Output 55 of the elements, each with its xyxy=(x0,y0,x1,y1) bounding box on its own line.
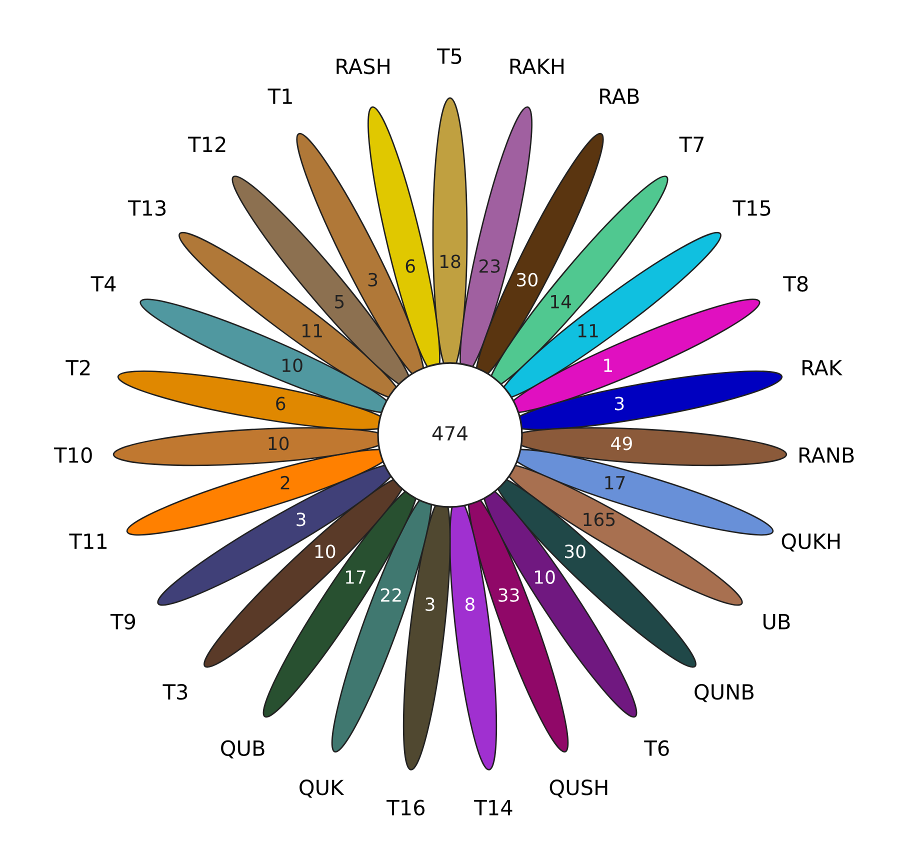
category-label: RANB xyxy=(800,447,854,463)
data-label: 10 xyxy=(535,570,555,584)
data-label: 49 xyxy=(611,436,632,450)
category-label: T3 xyxy=(162,684,188,700)
category-label: T2 xyxy=(66,360,90,376)
data-label: 3 xyxy=(368,272,378,287)
category-label: RASH xyxy=(336,58,390,74)
category-label: T14 xyxy=(474,800,512,816)
data-label: 17 xyxy=(605,476,625,490)
data-label: 8 xyxy=(465,597,474,612)
category-label: T9 xyxy=(110,614,136,630)
data-label: 5 xyxy=(335,295,344,308)
category-label: QUK xyxy=(300,780,344,798)
category-label: UB xyxy=(764,614,790,630)
category-label: T15 xyxy=(732,200,770,216)
category-label: T16 xyxy=(386,800,425,816)
data-label: 23 xyxy=(480,259,500,273)
data-label: 3 xyxy=(615,396,624,410)
category-label: RAK xyxy=(802,360,842,376)
data-label: 17 xyxy=(346,570,366,584)
data-label: 30 xyxy=(564,544,586,558)
data-label: 11 xyxy=(302,324,322,338)
data-label: 1 xyxy=(604,358,612,372)
data-label: 165 xyxy=(584,512,615,526)
data-label: 3 xyxy=(426,597,434,612)
data-label: 33 xyxy=(498,588,519,602)
category-label: QUSH xyxy=(550,780,608,798)
category-label: QUKH xyxy=(782,533,840,552)
data-label: 14 xyxy=(551,295,572,308)
data-label: 6 xyxy=(276,396,286,410)
data-label: 10 xyxy=(315,544,336,558)
category-label: T8 xyxy=(783,276,808,292)
category-label: T5 xyxy=(436,48,462,64)
data-label: 11 xyxy=(578,324,598,338)
category-label: T13 xyxy=(128,200,166,216)
category-label: QUB xyxy=(221,740,264,758)
data-label: 18 xyxy=(440,254,460,268)
data-label: 2 xyxy=(280,476,290,490)
category-label: T12 xyxy=(188,136,226,152)
category-label: RAKH xyxy=(510,58,564,74)
category-label: T11 xyxy=(69,534,107,549)
category-label: T6 xyxy=(644,740,669,756)
data-label: 30 xyxy=(517,272,538,287)
data-label: 6 xyxy=(406,259,415,273)
category-label: QUNB xyxy=(694,684,754,702)
data-label: 3 xyxy=(296,512,306,526)
category-label: RAB xyxy=(600,88,639,104)
category-label: T1 xyxy=(268,88,292,104)
data-label: 10 xyxy=(268,436,289,450)
data-label: 10 xyxy=(282,358,302,372)
text: 474 xyxy=(432,426,468,440)
category-label: T10 xyxy=(54,447,92,463)
category-label: T7 xyxy=(679,136,704,152)
data-label: 22 xyxy=(381,588,401,602)
category-label: T4 xyxy=(90,276,116,292)
